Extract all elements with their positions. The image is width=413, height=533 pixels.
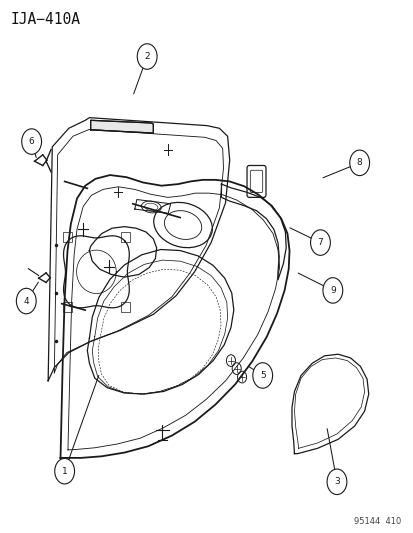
Text: 95144  410: 95144 410	[353, 517, 400, 526]
Circle shape	[310, 230, 330, 255]
Circle shape	[17, 288, 36, 314]
Text: 1: 1	[62, 467, 67, 475]
Text: 4: 4	[24, 296, 29, 305]
Polygon shape	[90, 120, 153, 133]
Circle shape	[22, 129, 41, 155]
Text: 6: 6	[28, 137, 34, 146]
Text: 9: 9	[329, 286, 335, 295]
Circle shape	[55, 458, 74, 484]
Text: 7: 7	[317, 238, 323, 247]
Circle shape	[322, 278, 342, 303]
Text: 2: 2	[144, 52, 150, 61]
Circle shape	[349, 150, 369, 175]
Circle shape	[137, 44, 157, 69]
Text: 8: 8	[356, 158, 362, 167]
Text: IJA−410A: IJA−410A	[11, 12, 81, 27]
Text: 3: 3	[333, 478, 339, 486]
Circle shape	[252, 363, 272, 388]
Circle shape	[326, 469, 346, 495]
Text: 5: 5	[259, 371, 265, 380]
